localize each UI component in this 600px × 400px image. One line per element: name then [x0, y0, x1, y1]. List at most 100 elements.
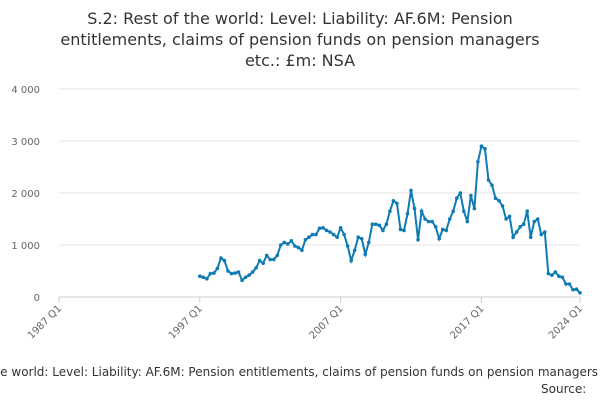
point	[423, 217, 427, 221]
point	[261, 261, 265, 266]
point	[268, 257, 273, 262]
point	[500, 204, 505, 208]
point	[451, 209, 456, 213]
chart-title: etc.: £m: NSA	[245, 51, 355, 70]
point	[440, 227, 445, 232]
y-tick-label: 2 000	[11, 189, 40, 200]
point	[342, 232, 346, 237]
point	[356, 235, 361, 239]
point	[564, 282, 568, 286]
point	[514, 230, 519, 234]
point	[363, 252, 368, 257]
point	[286, 242, 290, 246]
point	[215, 266, 220, 271]
point	[486, 178, 491, 182]
point	[437, 236, 441, 241]
point	[338, 226, 343, 230]
point	[447, 217, 452, 221]
point	[578, 291, 582, 295]
point	[518, 225, 522, 229]
point	[405, 212, 410, 216]
point	[381, 228, 385, 233]
point	[293, 244, 297, 248]
point	[504, 217, 508, 221]
point	[535, 217, 540, 221]
point	[497, 199, 501, 203]
y-tick-label: 3 000	[11, 137, 40, 148]
point	[236, 270, 241, 274]
point	[391, 199, 396, 203]
point	[352, 248, 357, 252]
point	[201, 275, 206, 280]
x-axis-label: S.2: Rest of the world: Level: Liability…	[0, 365, 600, 379]
point	[528, 235, 533, 239]
point	[370, 222, 375, 226]
point	[317, 226, 322, 231]
x-tick-label: 2024 Q1	[547, 303, 585, 341]
point	[254, 266, 258, 270]
point	[275, 253, 280, 258]
point	[240, 278, 244, 283]
point	[444, 228, 449, 233]
point	[490, 183, 494, 187]
point	[525, 209, 529, 213]
point	[398, 227, 403, 232]
point	[345, 244, 350, 248]
point	[278, 243, 283, 247]
point	[324, 228, 329, 233]
point	[366, 240, 371, 245]
point	[229, 271, 234, 276]
point	[314, 232, 318, 237]
point	[395, 201, 399, 206]
point	[521, 222, 526, 226]
point	[507, 214, 512, 219]
point	[567, 282, 572, 286]
point	[226, 269, 230, 273]
point	[384, 222, 389, 226]
point	[557, 274, 561, 279]
y-tick-label: 4 000	[11, 85, 40, 96]
point	[409, 188, 413, 193]
point	[359, 236, 364, 241]
point	[198, 274, 202, 279]
point	[476, 160, 480, 164]
point	[571, 287, 575, 292]
point	[212, 271, 216, 275]
point	[222, 258, 227, 263]
point	[247, 273, 251, 277]
point	[462, 209, 466, 213]
point	[233, 271, 237, 275]
point	[349, 258, 353, 263]
point	[331, 232, 336, 237]
point	[296, 245, 301, 250]
point	[550, 273, 554, 277]
point	[458, 191, 463, 195]
point	[483, 147, 487, 151]
point	[469, 193, 473, 198]
point	[300, 248, 304, 252]
point	[574, 287, 579, 292]
point	[321, 226, 325, 230]
y-tick-label: 0	[34, 293, 40, 304]
point	[532, 219, 537, 224]
chart-title: S.2: Rest of the world: Level: Liability…	[87, 9, 513, 28]
line	[199, 144, 581, 294]
point	[289, 239, 294, 243]
point	[430, 219, 434, 224]
point	[328, 230, 332, 234]
point	[560, 275, 565, 280]
point	[219, 256, 223, 260]
point	[388, 209, 392, 213]
point	[205, 277, 209, 281]
point	[310, 232, 315, 237]
point	[416, 238, 420, 242]
point	[402, 228, 406, 233]
point	[271, 257, 276, 262]
point	[303, 238, 308, 242]
point	[282, 240, 287, 245]
point	[419, 209, 424, 213]
point	[243, 275, 248, 280]
x-tick-label: 1997 Q1	[167, 303, 205, 341]
point	[546, 271, 551, 276]
